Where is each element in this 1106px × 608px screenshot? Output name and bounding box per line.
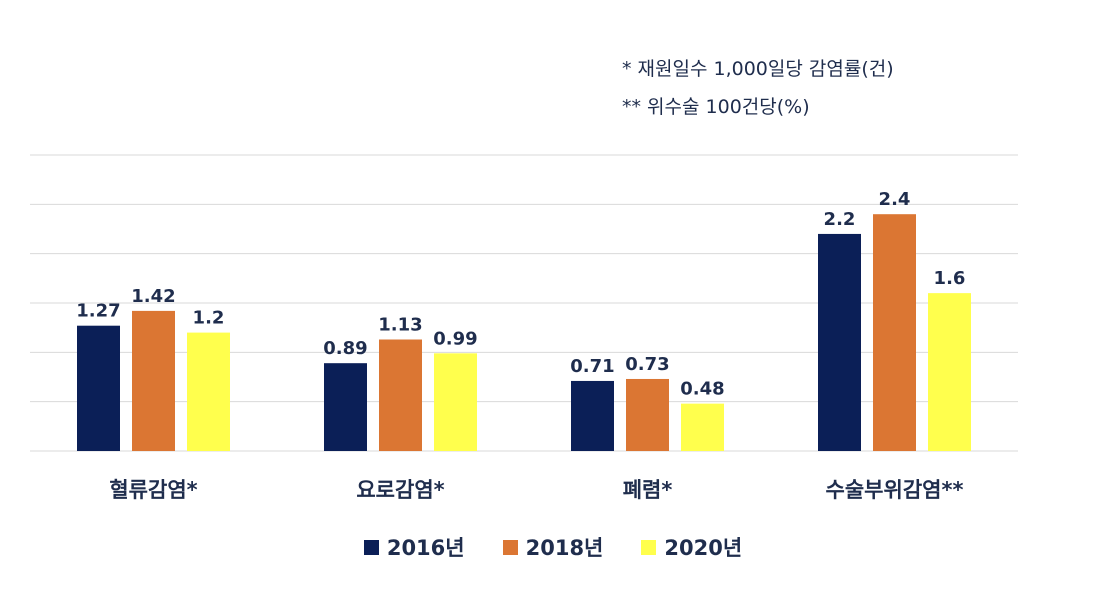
- data-label: 0.71: [570, 356, 614, 377]
- category-label: 폐렴*: [623, 478, 673, 502]
- chart-notes: * 재원일수 1,000일당 감염률(건) ** 위수술 100건당(%): [622, 50, 894, 126]
- bar: [818, 233, 861, 451]
- legend: 2016년 2018년 2020년: [0, 532, 1106, 562]
- legend-label-2020: 2020년: [664, 536, 743, 560]
- bar: [324, 363, 367, 451]
- bar: [434, 353, 477, 451]
- data-label: 0.99: [433, 328, 477, 349]
- legend-item-2018: 2018년: [502, 532, 604, 562]
- legend-label-2018: 2018년: [525, 536, 604, 560]
- note-line-2: ** 위수술 100건당(%): [622, 96, 810, 118]
- bar: [132, 310, 175, 451]
- bar: [928, 293, 971, 451]
- bar: [626, 378, 669, 451]
- data-label: 1.2: [193, 308, 225, 329]
- note-line-1: * 재원일수 1,000일당 감염률(건): [622, 58, 894, 80]
- legend-swatch-2016: [363, 539, 379, 555]
- bar: [873, 214, 916, 451]
- data-label: 0.73: [625, 354, 669, 375]
- legend-item-2016: 2016년: [363, 532, 465, 562]
- data-label: 0.89: [323, 338, 367, 359]
- legend-swatch-2020: [641, 539, 657, 555]
- legend-label-2016: 2016년: [386, 536, 465, 560]
- bar: [379, 339, 422, 451]
- bar: [187, 332, 230, 451]
- bar: [571, 380, 614, 451]
- bar: [77, 325, 120, 451]
- data-label: 2.4: [879, 189, 911, 210]
- category-label: 수술부위감염**: [826, 478, 964, 502]
- category-label: 혈류감염*: [109, 478, 197, 502]
- data-label: 1.13: [378, 315, 422, 336]
- category-label: 요로감염*: [356, 478, 444, 502]
- data-label: 1.42: [131, 286, 175, 307]
- legend-swatch-2018: [502, 539, 518, 555]
- data-label: 1.27: [76, 301, 120, 322]
- bar: [681, 403, 724, 451]
- legend-item-2020: 2020년: [641, 532, 742, 562]
- data-label: 0.48: [680, 379, 724, 400]
- data-label: 2.2: [824, 209, 856, 230]
- data-label: 1.6: [934, 268, 966, 289]
